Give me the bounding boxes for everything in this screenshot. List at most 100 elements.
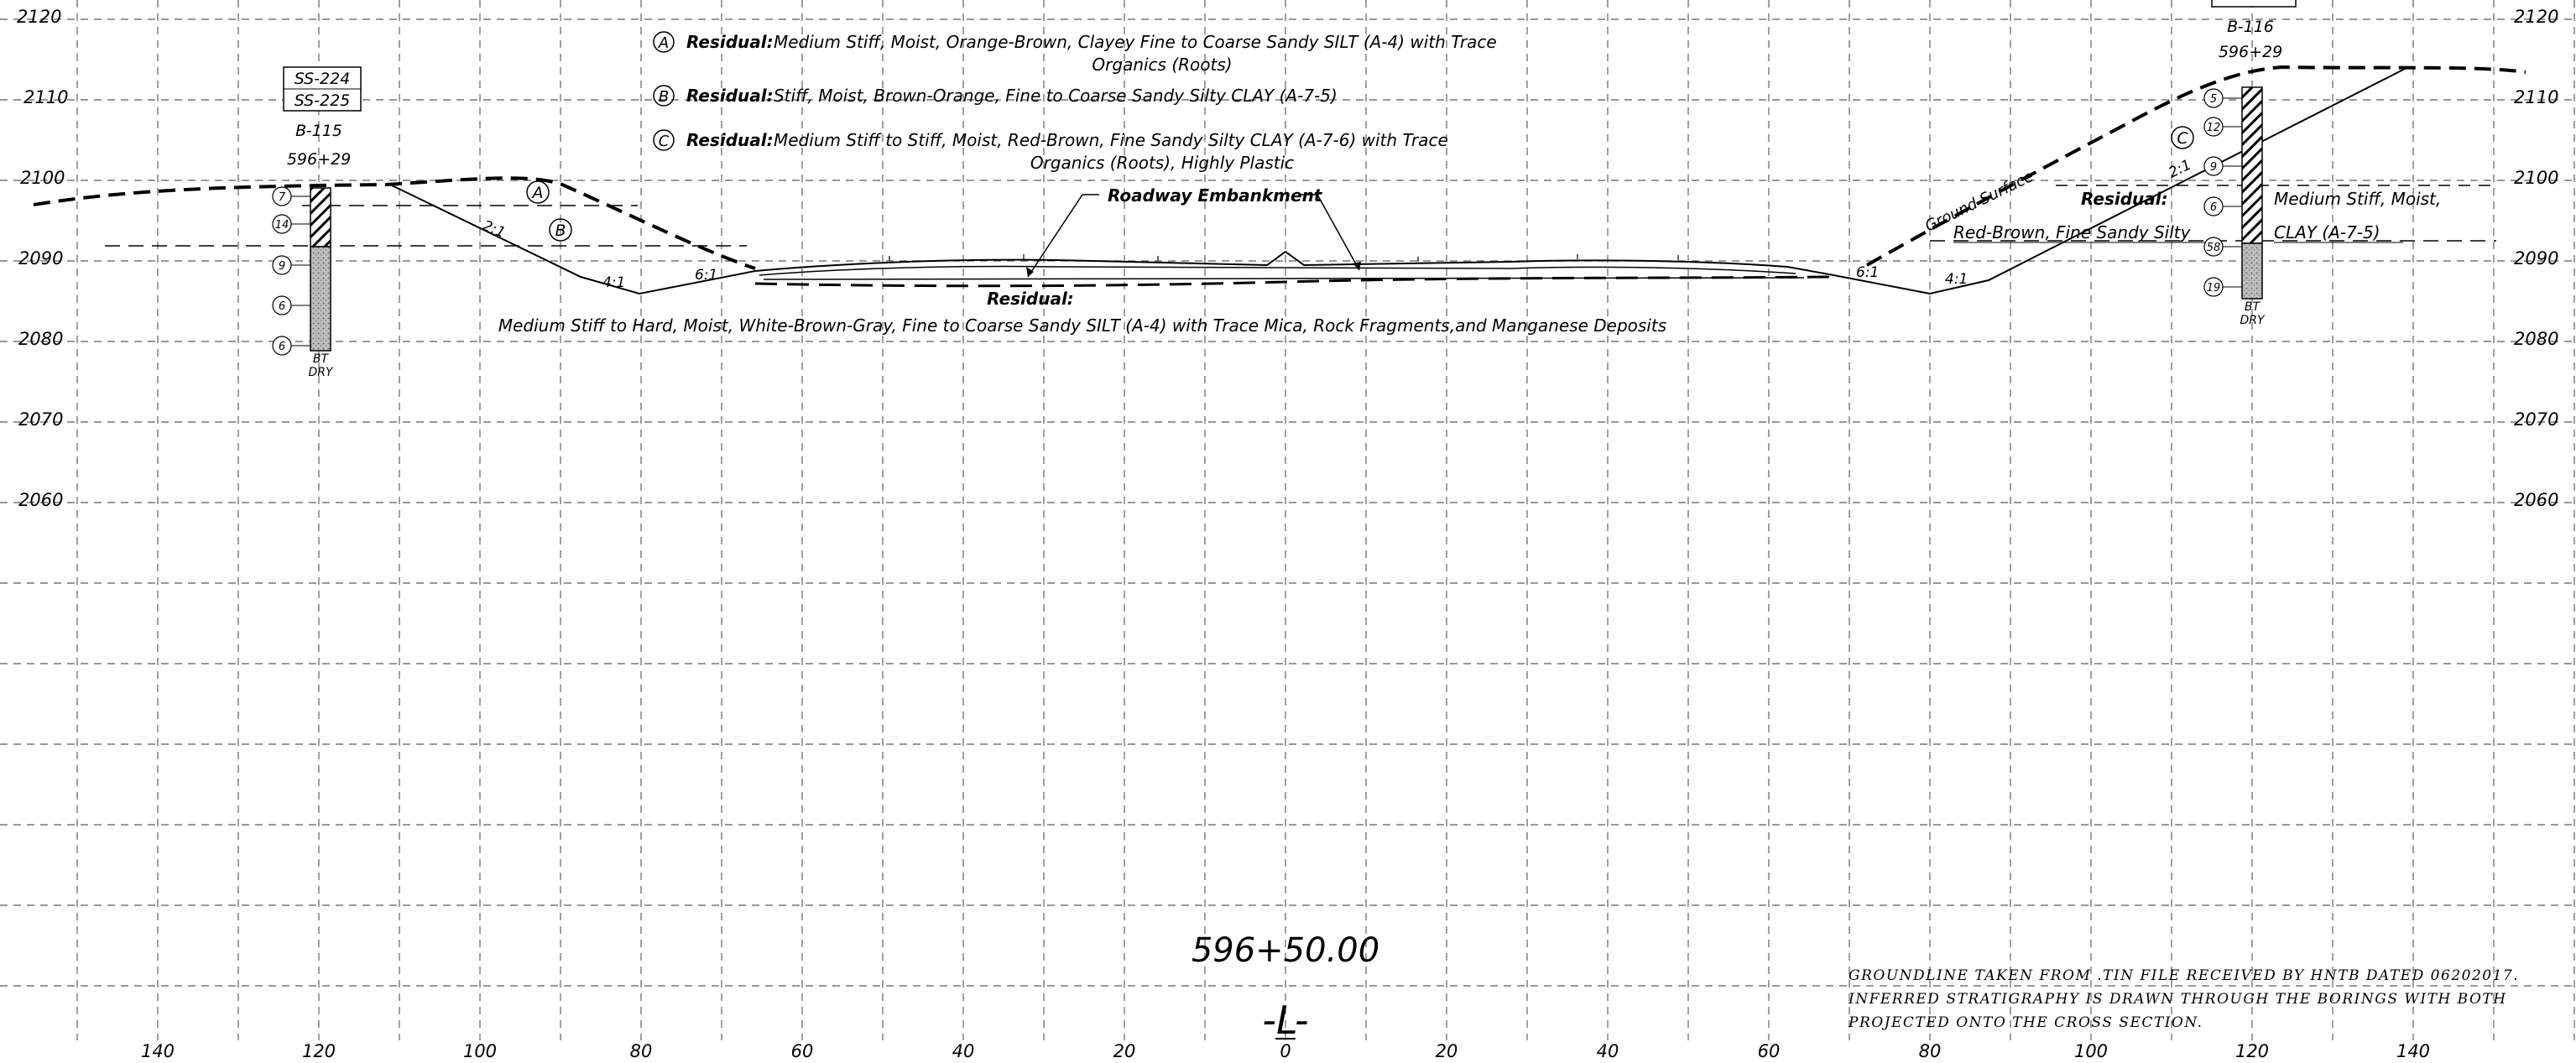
station-title: 596+50.00 — [1192, 931, 1379, 970]
elevation-label: 2090 — [18, 248, 63, 268]
blow-count: 6 — [2210, 201, 2217, 214]
offset-label: 80 — [1919, 1041, 1942, 1061]
elevation-label: 2070 — [18, 409, 63, 430]
offset-label: 140 — [141, 1041, 175, 1061]
blow-count: 7 — [279, 191, 286, 204]
elevation-label: 2110 — [2514, 87, 2558, 107]
offset-label: 40 — [952, 1041, 975, 1061]
sample-id: SS-225 — [295, 91, 351, 110]
blow-counts: 5 12 9 6 58 19 — [2203, 88, 2242, 297]
elevation-label: 2060 — [2514, 490, 2558, 510]
elevation-label: 2100 — [20, 168, 65, 188]
ground-surface-line — [33, 65, 2526, 270]
zone-a-marker: A — [526, 180, 550, 204]
roadway-embankment-callout: Roadway Embankment — [1026, 185, 1361, 278]
svg-text:A: A — [531, 184, 544, 202]
elevation-label: 2080 — [2514, 329, 2558, 349]
legend-text: Organics (Roots) — [1092, 55, 1232, 75]
offset-label: 0 — [1280, 1041, 1291, 1061]
blow-count: 58 — [2207, 242, 2221, 254]
elevation-label: 2080 — [18, 329, 63, 349]
offset-label: 120 — [2235, 1041, 2269, 1061]
legend-item-b: B Residual: Stiff, Moist, Brown-Orange, … — [653, 85, 1338, 107]
legend-text: Stiff, Moist, Brown-Orange, Fine to Coar… — [774, 86, 1338, 106]
residual-right-text: Medium Stiff, Moist, — [2274, 189, 2441, 209]
elevation-label: 2100 — [2514, 168, 2558, 188]
slope-label: 6:1 — [695, 267, 717, 284]
roadway-section — [389, 66, 2409, 295]
general-notes: GROUNDLINE TAKEN FROM .TIN FILE RECEIVED… — [1848, 967, 2519, 1031]
note-line: PROJECTED ONTO THE CROSS SECTION. — [1848, 1014, 2203, 1031]
boring-station: 596+29 — [287, 150, 351, 169]
note-line: GROUNDLINE TAKEN FROM .TIN FILE RECEIVED… — [1849, 967, 2519, 984]
svg-text:A: A — [658, 34, 669, 52]
roadway-embankment-label: Roadway Embankment — [1108, 185, 1323, 206]
boring-id: B-116 — [2227, 18, 2274, 36]
blow-count: 9 — [2210, 161, 2217, 174]
blow-count: 9 — [279, 260, 285, 273]
blow-count: 6 — [279, 341, 285, 353]
right-cut-slope — [1828, 66, 2409, 295]
boring-column-hatched — [310, 187, 331, 248]
embankment-base — [754, 275, 1830, 288]
legend: A Residual: Medium Stiff, Moist, Orange-… — [653, 31, 1497, 173]
svg-text:B: B — [555, 221, 566, 240]
residual-bottom-title: Residual: — [987, 289, 1074, 309]
offset-label: 80 — [630, 1041, 653, 1061]
boring-column-stippled — [310, 246, 331, 352]
residual-right-text: CLAY (A-7-5) — [2274, 222, 2380, 242]
residual-right-text: Red-Brown, Fine Sandy Silty — [1953, 222, 2192, 242]
legend-text: Medium Stiff, Moist, Orange-Brown, Claye… — [774, 32, 1497, 52]
zone-markers: A B C — [526, 126, 2194, 242]
sample-id: SS-224 — [295, 70, 351, 88]
legend-label: Residual: — [686, 86, 774, 106]
elevation-label: 2110 — [23, 87, 68, 107]
boring-column-hatched — [2241, 86, 2263, 244]
offset-label: 60 — [791, 1041, 814, 1061]
blow-count: 12 — [2207, 122, 2221, 134]
residual-right-title: Residual: — [2081, 189, 2168, 209]
left-cut-slope — [389, 184, 756, 295]
blow-count: 6 — [279, 300, 285, 313]
svg-text:B: B — [659, 88, 669, 106]
pavement-top — [754, 250, 1830, 275]
elevation-label: 2120 — [2514, 7, 2558, 27]
offset-label: 100 — [2074, 1041, 2108, 1061]
offset-label: 20 — [1436, 1041, 1458, 1061]
boring-station: 596+29 — [2219, 43, 2282, 61]
blow-counts: 7 14 9 6 6 — [272, 186, 310, 356]
offset-label: 100 — [463, 1041, 497, 1061]
zone-b-marker: B — [549, 218, 572, 242]
pavement-ticks — [889, 254, 1679, 262]
offset-label: 140 — [2396, 1041, 2430, 1061]
legend-item-c: C Residual: Medium Stiff to Stiff, Moist… — [653, 129, 1448, 173]
boring-bottom-note: BT — [2245, 300, 2261, 314]
elevation-labels: 2120 2110 2100 2090 2080 2070 2060 2120 … — [17, 7, 2558, 510]
offset-labels: 140 120 100 80 60 40 20 0 20 40 60 80 10… — [141, 1041, 2430, 1061]
legend-item-a: A Residual: Medium Stiff, Moist, Orange-… — [653, 31, 1497, 75]
legend-text: Medium Stiff to Stiff, Moist, Red-Brown,… — [774, 130, 1448, 150]
slope-label: 2:1 — [480, 217, 508, 242]
svg-text:C: C — [659, 133, 670, 150]
boring-bottom-note: DRY — [2240, 314, 2266, 327]
note-line: INFERRED STRATIGRAPHY IS DRAWN THROUGH T… — [1848, 991, 2507, 1008]
blow-count: 19 — [2207, 282, 2221, 294]
offset-label: 40 — [1597, 1041, 1619, 1061]
legend-label: Residual: — [686, 32, 774, 52]
legend-text: Organics (Roots), Highly Plastic — [1030, 153, 1294, 173]
legend-label: Residual: — [686, 130, 774, 150]
zone-c-marker: C — [2171, 126, 2194, 149]
blow-count: 5 — [2210, 93, 2217, 106]
elevation-label: 2060 — [18, 490, 63, 510]
boring-column-stippled — [2241, 242, 2263, 300]
offset-label: 60 — [1758, 1041, 1781, 1061]
residual-bottom-description: Medium Stiff to Hard, Moist, White-Brown… — [498, 315, 1666, 336]
sample-box — [2211, 0, 2297, 8]
elevation-label: 2090 — [2514, 248, 2558, 268]
elevation-label: 2120 — [17, 7, 61, 27]
offset-label: 20 — [1113, 1041, 1136, 1061]
vertical-gridlines — [76, 0, 2575, 1040]
blow-count: 14 — [275, 219, 289, 232]
boring-b-116: B-116 596+29 5 12 9 6 58 19 BT DRY — [2203, 0, 2297, 327]
